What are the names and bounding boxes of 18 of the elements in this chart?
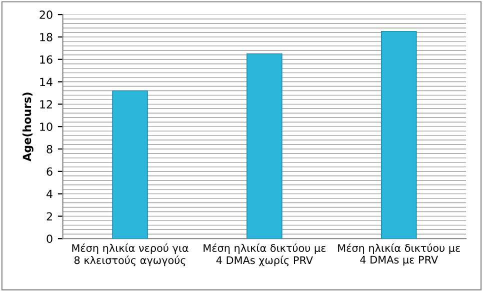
y-axis-title: Age(hours) bbox=[22, 92, 34, 162]
y-tick-label: 14 bbox=[40, 78, 52, 86]
y-tick-label: 10 bbox=[40, 122, 52, 131]
y-tick-label: 8 bbox=[46, 144, 52, 154]
x-tick-label: Μέση ηλικία δικτύου με 4 DMAs με PRV bbox=[338, 243, 460, 266]
y-tick-label: 18 bbox=[40, 32, 52, 42]
x-tick-label: Μέση ηλικία νερού για 8 κλειστούς αγωγούς bbox=[72, 243, 188, 266]
y-tick-label: 2 bbox=[46, 212, 52, 220]
y-tick-label: 6 bbox=[46, 167, 52, 176]
y-tick-label: 12 bbox=[40, 100, 52, 108]
bar bbox=[246, 53, 282, 239]
y-tick-label: 4 bbox=[46, 190, 52, 198]
bar bbox=[380, 30, 417, 239]
y-tick-label: 16 bbox=[40, 55, 52, 64]
y-tick-label: 0 bbox=[46, 234, 52, 243]
x-tick-label: Μέση ηλικία δικτύου με 4 DMAs χωρίς PRV bbox=[204, 243, 326, 266]
y-tick-label: 20 bbox=[40, 10, 52, 19]
bar bbox=[112, 90, 148, 239]
